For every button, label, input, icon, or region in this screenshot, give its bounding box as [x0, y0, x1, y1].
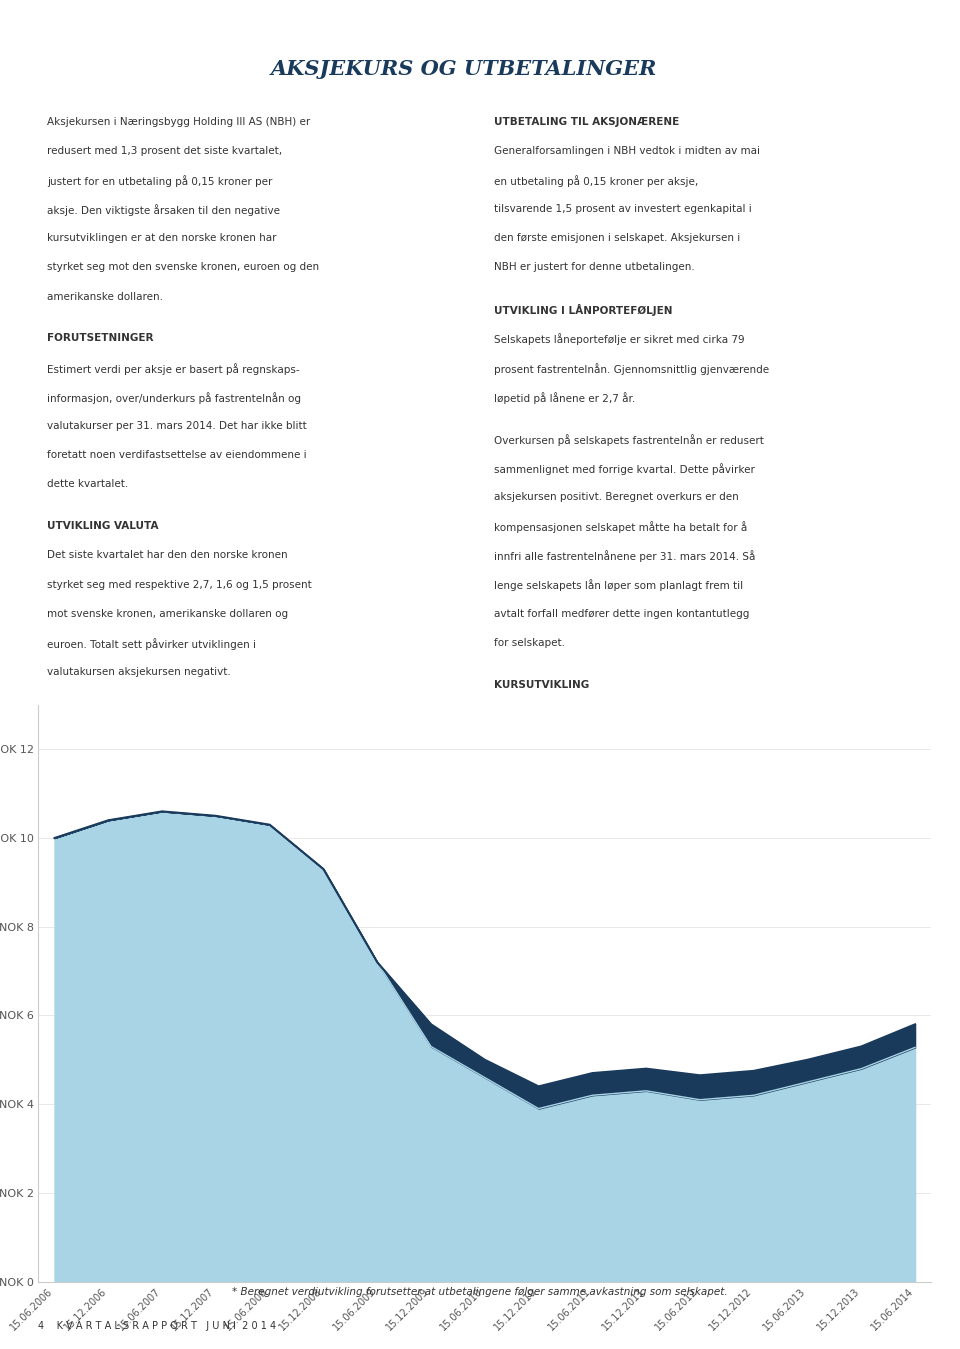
Text: 4    K V A R T A L S R A P P O R T   J U N I  2 0 1 4: 4 K V A R T A L S R A P P O R T J U N I …	[38, 1321, 276, 1330]
Text: styrket seg med respektive 2,7, 1,6 og 1,5 prosent: styrket seg med respektive 2,7, 1,6 og 1…	[47, 580, 312, 590]
Text: er på -33,6 prosent.: er på -33,6 prosent.	[493, 796, 597, 808]
Text: UTVIKLING VALUTA: UTVIKLING VALUTA	[47, 521, 158, 532]
Text: styrket seg mot den svenske kronen, euroen og den: styrket seg mot den svenske kronen, euro…	[47, 263, 320, 272]
Text: Estimert verdi per aksje er basert på regnskaps-: Estimert verdi per aksje er basert på re…	[47, 363, 300, 375]
Text: NBH er justert for denne utbetalingen.: NBH er justert for denne utbetalingen.	[493, 263, 694, 272]
Text: Siste beregning av verdijustert egenkapital (VEK): Siste beregning av verdijustert egenkapi…	[493, 710, 752, 719]
Text: prosent fastrentelnån. Gjennomsnittlig gjenværende: prosent fastrentelnån. Gjennomsnittlig g…	[493, 363, 769, 375]
Text: løpetid på lånene er 2,7 år.: løpetid på lånene er 2,7 år.	[493, 391, 635, 403]
Text: KURSUTVIKLING: KURSUTVIKLING	[493, 680, 589, 689]
Text: dette kvartalet.: dette kvartalet.	[47, 479, 129, 490]
Text: aksjekursen positivt. Beregnet overkurs er den: aksjekursen positivt. Beregnet overkurs …	[493, 492, 738, 502]
Text: foretatt noen verdifastsettelse av eiendommene i: foretatt noen verdifastsettelse av eiend…	[47, 451, 307, 460]
Text: sammenlignet med forrige kvartal. Dette påvirker: sammenlignet med forrige kvartal. Dette …	[493, 463, 755, 475]
Text: en utbetaling på 0,15 kroner per aksje,: en utbetaling på 0,15 kroner per aksje,	[493, 175, 698, 186]
Text: * Beregnet verdiutvikling forutsetter at utbetalingene følger samme avkastning s: * Beregnet verdiutvikling forutsetter at…	[232, 1287, 728, 1296]
Text: Aksjekursen i Næringsbygg Holding III AS (NBH) er: Aksjekursen i Næringsbygg Holding III AS…	[47, 116, 311, 127]
Text: innfri alle fastrentelnånene per 31. mars 2014. Så: innfri alle fastrentelnånene per 31. mar…	[493, 550, 756, 563]
Text: justert for en utbetaling på 0,15 kroner per: justert for en utbetaling på 0,15 kroner…	[47, 175, 273, 186]
Text: for selskapet.: for selskapet.	[493, 638, 564, 648]
Text: UTBETALING TIL AKSJONÆRENE: UTBETALING TIL AKSJONÆRENE	[493, 116, 679, 127]
Text: valutakursen aksjekursen negativt.: valutakursen aksjekursen negativt.	[47, 668, 231, 677]
Text: valutakurser per 31. mars 2014. Det har ikke blitt: valutakurser per 31. mars 2014. Det har …	[47, 421, 307, 432]
Text: tilsvarende 1,5 prosent av investert egenkapital i: tilsvarende 1,5 prosent av investert ege…	[493, 204, 752, 214]
Text: Overkursen på selskapets fastrentelnån er redusert: Overkursen på selskapets fastrentelnån e…	[493, 433, 763, 445]
Text: Det siste kvartalet har den den norske kronen: Det siste kvartalet har den den norske k…	[47, 550, 288, 560]
Text: Selskapets låneportefølje er sikret med cirka 79: Selskapets låneportefølje er sikret med …	[493, 333, 744, 345]
Text: euroen. Totalt sett påvirker utviklingen i: euroen. Totalt sett påvirker utviklingen…	[47, 638, 256, 650]
Text: avtalt forfall medfører dette ingen kontantutlegg: avtalt forfall medfører dette ingen kont…	[493, 608, 749, 619]
Text: amerikanske dollaren.: amerikanske dollaren.	[47, 291, 163, 302]
Text: kursutviklingen er at den norske kronen har: kursutviklingen er at den norske kronen …	[47, 233, 276, 243]
Text: UTVIKLING I LÅNPORTEFØLJEN: UTVIKLING I LÅNPORTEFØLJEN	[493, 305, 672, 317]
Text: informasjon, over/underkurs på fastrentelnån og: informasjon, over/underkurs på fastrente…	[47, 391, 301, 403]
Text: kompensasjonen selskapet måtte ha betalt for å: kompensasjonen selskapet måtte ha betalt…	[493, 521, 747, 533]
Text: lenge selskapets lån løper som planlagt frem til: lenge selskapets lån løper som planlagt …	[493, 580, 743, 591]
Text: per 16. juni gir en kurs per aksje på 5,28 kroner.: per 16. juni gir en kurs per aksje på 5,…	[493, 738, 746, 750]
Text: den første emisjonen i selskapet. Aksjekursen i: den første emisjonen i selskapet. Aksjek…	[493, 233, 740, 243]
Text: Samlet verdiutvikling for selskapet siden oppstart: Samlet verdiutvikling for selskapet side…	[493, 768, 755, 777]
Text: AKSJEKURS OG UTBETALINGER: AKSJEKURS OG UTBETALINGER	[271, 59, 657, 80]
Text: aksje. Den viktigste årsaken til den negative: aksje. Den viktigste årsaken til den neg…	[47, 204, 280, 216]
Text: FORUTSETNINGER: FORUTSETNINGER	[47, 333, 154, 344]
Text: mot svenske kronen, amerikanske dollaren og: mot svenske kronen, amerikanske dollaren…	[47, 608, 288, 619]
Text: redusert med 1,3 prosent det siste kvartalet,: redusert med 1,3 prosent det siste kvart…	[47, 146, 282, 155]
Text: Generalforsamlingen i NBH vedtok i midten av mai: Generalforsamlingen i NBH vedtok i midte…	[493, 146, 759, 155]
